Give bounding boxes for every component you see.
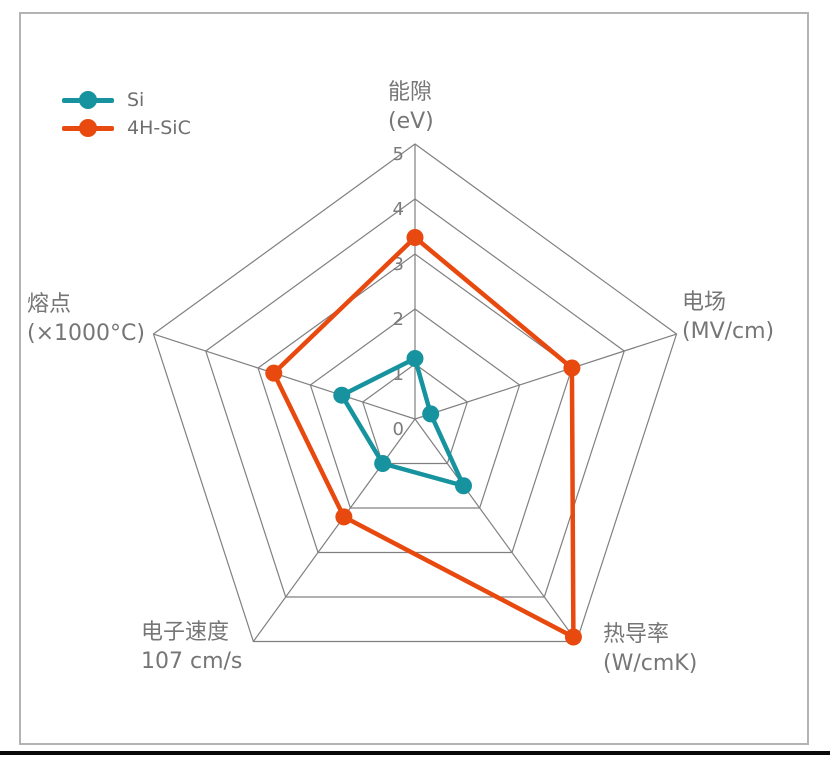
series-line-4H-SiC [271, 235, 576, 640]
grid-spoke-4 [153, 333, 416, 420]
axis-label-electron-velocity-unit: 107 cm/s [141, 649, 243, 674]
axis-label-electron-velocity: 电子速度 107 cm/s [141, 618, 242, 676]
axis-label-thermal-conductivity-name: 热导率 [603, 622, 670, 647]
series-point-Si-4 [333, 386, 351, 404]
tick-label-1: 1 [393, 364, 404, 385]
grid-spoke-3 [252, 418, 416, 642]
series-point-Si-1 [422, 405, 440, 423]
series-point-Si-3 [374, 454, 392, 472]
legend-item-si: Si [62, 86, 191, 114]
grid-ring-1 [361, 363, 469, 465]
legend-label-4h-sic: 4H-SiC [127, 117, 191, 139]
axis-label-thermal-conductivity: 热导率 (W/cmK) [603, 620, 697, 678]
axis-label-bandgap-name: 能隙 [388, 80, 433, 105]
tick-label-3: 3 [393, 254, 404, 275]
tick-label-5: 5 [393, 144, 404, 165]
series-point-4H-SiC-2 [564, 628, 582, 646]
axis-label-bandgap: 能隙 (eV) [388, 78, 434, 136]
tick-label-2: 2 [393, 309, 404, 330]
axis-label-melting-point-unit: (×1000°C) [27, 321, 145, 346]
legend-item-4h-sic: 4H-SiC [62, 114, 191, 142]
axis-label-thermal-conductivity-unit: (W/cmK) [603, 651, 698, 676]
grid-spoke-1 [414, 333, 677, 420]
bottom-divider-bar [0, 751, 830, 755]
series-point-Si-2 [454, 477, 472, 495]
legend: Si 4H-SiC [62, 86, 191, 142]
sic-series-marker-icon [62, 119, 114, 137]
series-point-Si-0 [406, 350, 424, 367]
series-point-4H-SiC-3 [335, 508, 353, 526]
grid-ring-5 [152, 143, 678, 643]
axis-label-melting-point-name: 熔点 [27, 292, 72, 317]
series-point-4H-SiC-0 [406, 229, 424, 246]
axis-label-melting-point: 熔点 (×1000°C) [27, 290, 145, 348]
axis-label-electric-field: 电场 (MV/cm) [682, 288, 774, 346]
legend-label-si: Si [127, 89, 145, 111]
grid-spoke-2 [414, 418, 578, 642]
axis-label-electric-field-name: 电场 [682, 290, 727, 315]
grid-ring-4 [205, 198, 625, 598]
series-point-4H-SiC-1 [563, 359, 581, 377]
axis-label-electric-field-unit: (MV/cm) [682, 319, 775, 344]
chart-panel [19, 12, 809, 745]
axis-label-electron-velocity-name: 电子速度 [141, 620, 230, 645]
tick-label-4: 4 [393, 199, 404, 220]
series-point-4H-SiC-4 [265, 364, 283, 382]
grid-ring-2 [309, 308, 521, 509]
tick-label-0: 0 [393, 419, 404, 440]
si-series-marker-icon [62, 91, 114, 109]
axis-label-bandgap-unit: (eV) [388, 109, 434, 134]
series-line-Si [339, 356, 466, 488]
